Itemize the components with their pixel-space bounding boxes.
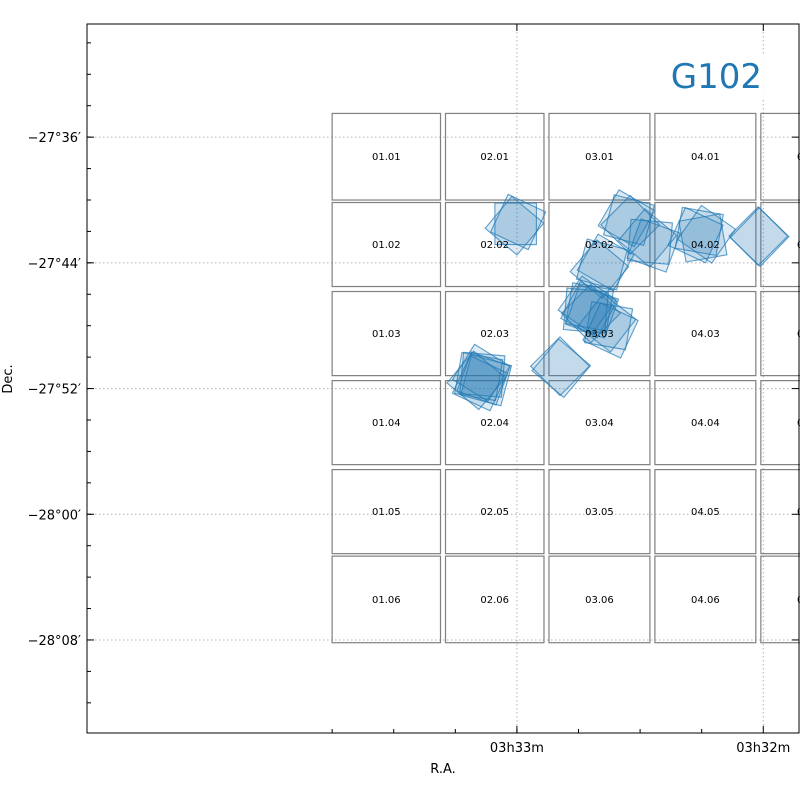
tile-label-04.04: 04.04 xyxy=(691,418,720,429)
tile-outline-01.06 xyxy=(331,555,442,644)
tile-outline-03.04 xyxy=(548,380,651,466)
tile-label-05.06: 05.06 xyxy=(797,595,800,606)
grism-footprint xyxy=(617,208,678,268)
x-tick-label: 03h32m xyxy=(736,741,790,756)
tile-outline-04.01 xyxy=(654,112,757,201)
grism-footprint xyxy=(667,206,724,264)
grism-footprint xyxy=(597,189,656,248)
grism-footprint xyxy=(562,287,609,334)
tile-label-02.02: 02.02 xyxy=(480,240,509,251)
tile-outline-05.05 xyxy=(760,469,800,555)
tile-labels: 01.0102.0103.0104.0105.0106.0101.0202.02… xyxy=(372,152,800,606)
tile-outline-01.04 xyxy=(331,380,442,466)
tile-outline-01.05 xyxy=(331,469,442,555)
x-axis-label: R.A. xyxy=(430,762,456,777)
tile-outline-01.02 xyxy=(331,201,442,288)
axis-ticks: 03h33m 03h32m −27°36′ −27°44′ −27°52′ −28°00′… xyxy=(28,24,799,756)
grism-footprint xyxy=(489,193,547,251)
x-tick-label: 03h33m xyxy=(490,741,544,756)
tile-label-04.05: 04.05 xyxy=(691,507,720,518)
tile-label-05.03: 05.03 xyxy=(797,329,800,340)
tile-label-01.06: 01.06 xyxy=(372,595,401,606)
mosaic-tiles xyxy=(331,112,800,644)
tile-label-03.04: 03.04 xyxy=(585,418,614,429)
tile-label-04.01: 04.01 xyxy=(691,152,720,163)
tile-label-02.05: 02.05 xyxy=(480,507,509,518)
tile-outline-04.06 xyxy=(654,555,757,644)
tile-label-03.03: 03.03 xyxy=(585,329,614,340)
tile-outline-01.03 xyxy=(331,290,442,377)
tile-outline-04.03 xyxy=(654,290,757,377)
grism-footprint xyxy=(576,293,637,353)
tile-label-02.01: 02.01 xyxy=(480,152,509,163)
tile-label-01.02: 01.02 xyxy=(372,240,401,251)
grism-footprint xyxy=(459,351,506,398)
tile-label-05.01: 05.01 xyxy=(797,152,800,163)
tile-outline-05.04 xyxy=(760,380,800,466)
tile-label-04.03: 04.03 xyxy=(691,329,720,340)
tile-outline-04.04 xyxy=(654,380,757,466)
tile-outline-02.04 xyxy=(444,380,545,466)
tile-label-02.04: 02.04 xyxy=(480,418,509,429)
tile-outline-03.02 xyxy=(548,201,651,288)
tile-label-05.04: 05.04 xyxy=(797,418,800,429)
grism-footprint xyxy=(729,206,790,268)
tile-outline-03.01 xyxy=(548,112,651,201)
tile-label-01.05: 01.05 xyxy=(372,507,401,518)
tile-outline-03.06 xyxy=(548,555,651,644)
tile-label-04.06: 04.06 xyxy=(691,595,720,606)
tile-label-03.05: 03.05 xyxy=(585,507,614,518)
tile-outline-02.01 xyxy=(444,112,545,201)
gridlines xyxy=(87,24,799,733)
tile-outline-01.01 xyxy=(331,112,442,201)
tile-label-03.06: 03.06 xyxy=(585,595,614,606)
y-tick-label: −28°08′ xyxy=(28,634,81,649)
tile-outline-02.05 xyxy=(444,469,545,555)
tile-outline-02.06 xyxy=(444,555,545,644)
tile-label-02.06: 02.06 xyxy=(480,595,509,606)
y-tick-label: −27°52′ xyxy=(28,383,81,398)
grism-footprint xyxy=(676,204,737,264)
tile-outline-04.05 xyxy=(654,469,757,555)
tile-outline-02.03 xyxy=(444,290,545,377)
y-axis-label: Dec. xyxy=(1,364,16,393)
y-tick-label: −27°44′ xyxy=(28,257,81,272)
grism-footprint xyxy=(678,213,728,263)
y-tick-label: −28°00′ xyxy=(28,508,81,523)
tile-outline-05.02 xyxy=(760,201,800,288)
tile-label-01.03: 01.03 xyxy=(372,329,401,340)
grism-footprint xyxy=(484,195,545,256)
grism-footprint xyxy=(451,354,509,412)
grism-footprint xyxy=(560,283,621,344)
grism-footprint xyxy=(531,338,592,399)
grism-footprint xyxy=(494,202,537,246)
tile-outline-02.02 xyxy=(444,201,545,288)
tile-label-03.02: 03.02 xyxy=(585,240,614,251)
tile-label-02.03: 02.03 xyxy=(480,329,509,340)
grism-footprints xyxy=(446,189,790,412)
tile-label-01.04: 01.04 xyxy=(372,418,401,429)
grism-label-background xyxy=(660,56,766,98)
tile-outline-05.01 xyxy=(760,112,800,201)
tile-label-03.01: 03.01 xyxy=(585,152,614,163)
grism-label: G102 xyxy=(671,57,762,97)
tile-outline-05.06 xyxy=(760,555,800,644)
tile-label-04.02: 04.02 xyxy=(691,240,720,251)
tile-label-05.05: 05.05 xyxy=(797,507,800,518)
grism-footprint xyxy=(582,302,639,359)
plot-frame xyxy=(86,23,800,734)
tile-outline-04.02 xyxy=(654,201,757,288)
tile-outline-05.03 xyxy=(760,290,800,377)
y-tick-label: −27°36′ xyxy=(28,131,81,146)
tile-label-05.02: 05.02 xyxy=(797,240,800,251)
tile-label-01.01: 01.01 xyxy=(372,152,401,163)
tile-outline-03.05 xyxy=(548,469,651,555)
